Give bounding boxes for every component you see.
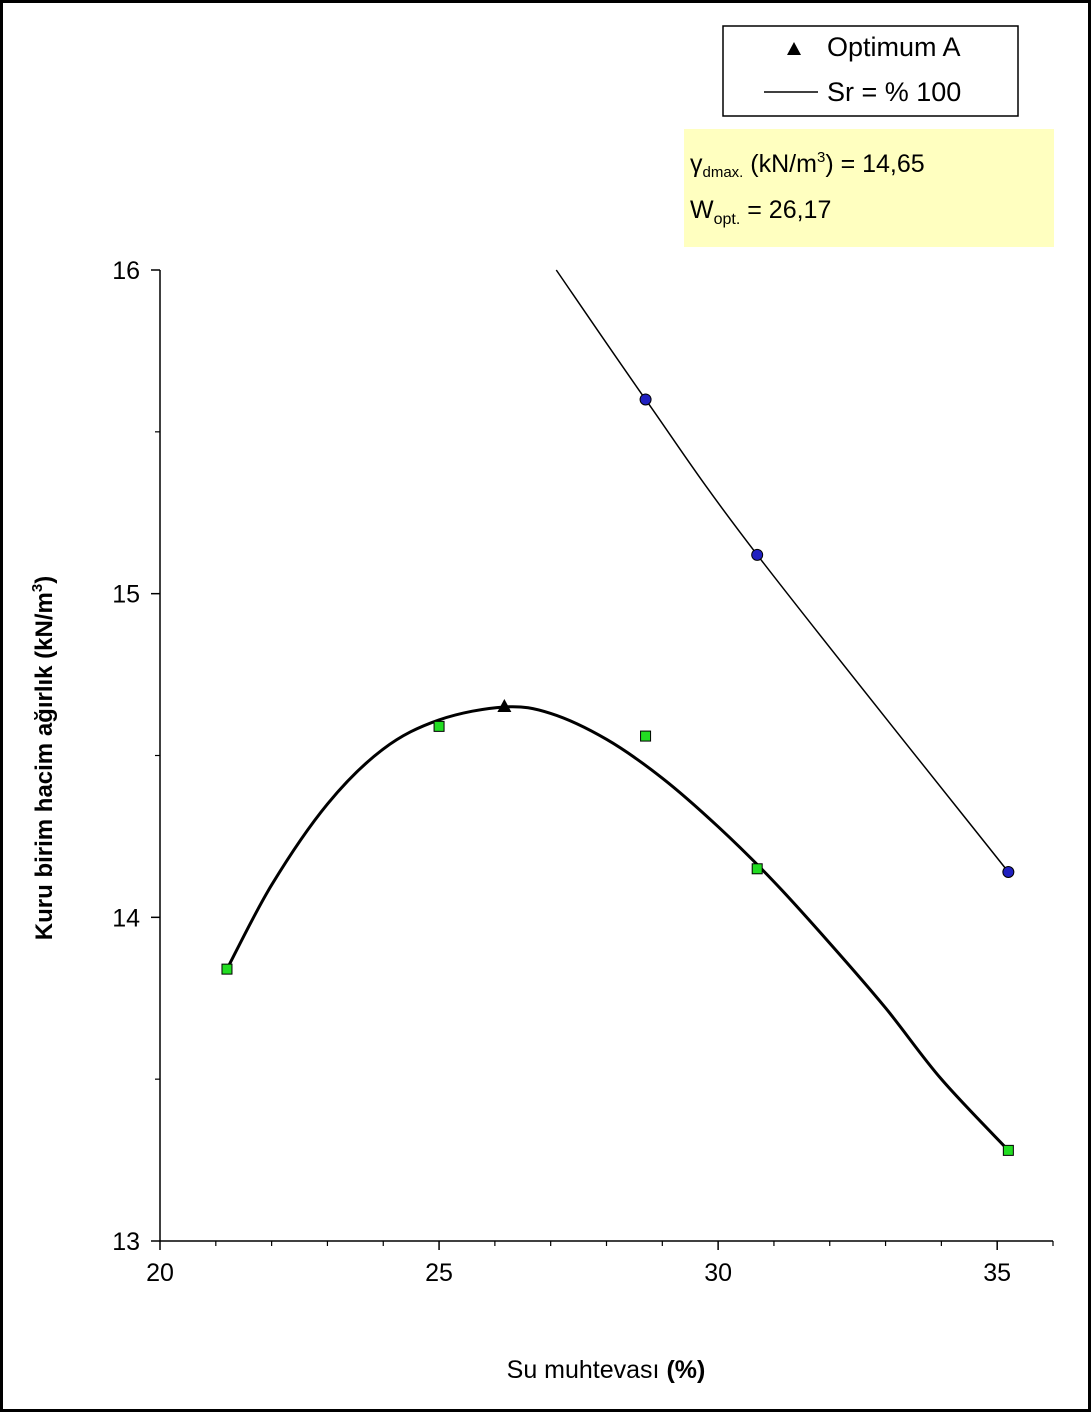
legend-optimum-label: Optimum A xyxy=(827,32,961,62)
saturation-line xyxy=(555,269,1009,873)
legend-triangle-marker xyxy=(787,42,801,55)
saturation-point-marker xyxy=(751,548,764,561)
compaction-point-marker xyxy=(1002,1144,1014,1156)
compaction-point-marker xyxy=(640,730,652,742)
w-subscript: opt. xyxy=(714,211,741,228)
saturation-point-marker xyxy=(1002,866,1015,879)
x-tick-label: 25 xyxy=(425,1259,453,1287)
x-tick-label: 30 xyxy=(704,1259,732,1287)
x-tick-label: 20 xyxy=(146,1259,174,1287)
w-opt-text: Wopt. = 26,17 xyxy=(690,196,831,228)
gamma-value: ) = 14,65 xyxy=(825,150,924,178)
info-box: γdmax. (kN/m3) = 14,65 Wopt. = 26,17 xyxy=(684,129,1054,247)
w-symbol: W xyxy=(690,196,714,224)
legend-saturation-label: Sr = % 100 xyxy=(827,77,961,107)
compaction-point-marker xyxy=(221,963,233,975)
y-axis-title-main: Kuru birim hacim ağırlık (kN/m xyxy=(31,592,58,940)
x-axis-title: Su muhtevası (%) xyxy=(507,1356,706,1384)
gamma-unit: (kN/m xyxy=(743,150,817,178)
axis-ticks: 20 25 30 35 13 14 15 16 xyxy=(112,257,1054,1287)
y-tick-label: 14 xyxy=(112,904,140,932)
w-value: = 26,17 xyxy=(740,196,831,224)
legend: Optimum A Sr = % 100 xyxy=(722,25,1019,117)
y-tick-label: 15 xyxy=(112,581,140,609)
y-tick-label: 16 xyxy=(112,257,140,285)
x-axis-title-main: Su muhtevası xyxy=(507,1356,667,1384)
compaction-curve-line xyxy=(225,705,1010,1152)
gamma-symbol: γ xyxy=(690,150,703,178)
y-axis-title-sup: 3 xyxy=(29,584,46,592)
x-tick-label: 35 xyxy=(983,1259,1011,1287)
y-axis-title: Kuru birim hacim ağırlık (kN/m3) xyxy=(29,576,58,940)
series-lines xyxy=(225,269,1010,1152)
x-axis-title-unit: (%) xyxy=(666,1356,705,1384)
series-markers xyxy=(221,393,1015,1156)
gamma-unit-sup: 3 xyxy=(817,149,825,166)
saturation-point-marker xyxy=(639,393,652,406)
compaction-point-marker xyxy=(751,863,763,875)
optimum-point-marker xyxy=(497,698,512,712)
gamma-subscript: dmax. xyxy=(703,164,744,181)
compaction-point-marker xyxy=(433,720,445,732)
info-box-background xyxy=(684,129,1054,247)
y-axis-title-tail: ) xyxy=(31,576,58,584)
legend-box xyxy=(722,25,1019,117)
y-tick-label: 13 xyxy=(112,1228,140,1256)
gamma-dmax-text: γdmax. (kN/m3) = 14,65 xyxy=(690,149,925,181)
